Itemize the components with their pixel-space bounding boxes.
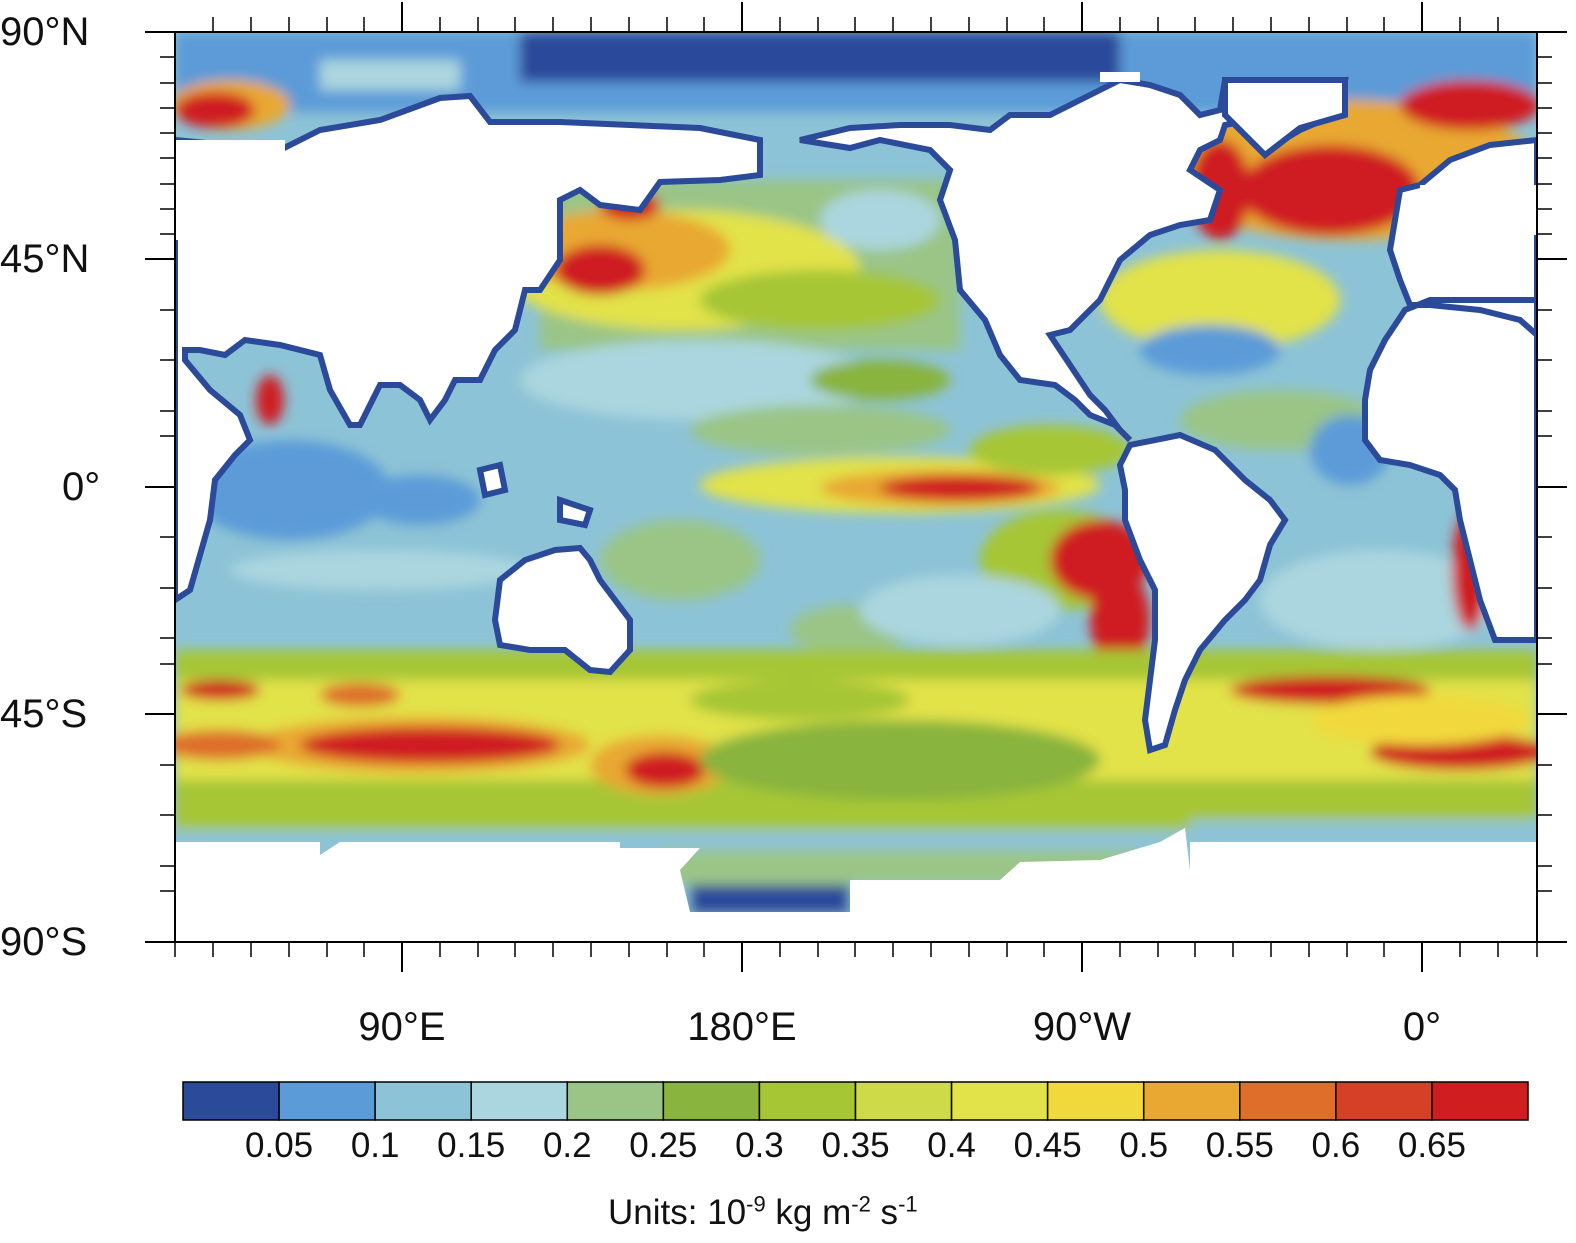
colorbar-swatch: [950, 1081, 1049, 1121]
colorbar-swatch: [182, 1081, 280, 1121]
colorbar-swatch: [278, 1081, 376, 1121]
lat-label-45s: 45°S: [0, 692, 88, 736]
colorbar-tick-label: 0.4: [927, 1126, 976, 1165]
colorbar-swatch: [1142, 1081, 1241, 1121]
lat-label-0: 0°: [62, 465, 101, 509]
lat-label-45n: 45°N: [0, 237, 90, 281]
colorbar-tick-label: 0.1: [350, 1126, 400, 1165]
lon-label-90e: 90°E: [358, 1005, 446, 1049]
colorbar-swatch: [758, 1081, 857, 1121]
colorbar-tick-label: 0.5: [1119, 1126, 1169, 1165]
colorbar-tick-label: 0.6: [1311, 1126, 1361, 1165]
colorbar-swatch: [1046, 1081, 1145, 1121]
colorbar-tick-label: 0.05: [245, 1126, 314, 1165]
colorbar-tick-label: 0.15: [437, 1126, 506, 1165]
colorbar-swatch: [374, 1081, 472, 1121]
lon-label-90w: 90°W: [1032, 1005, 1132, 1049]
lat-ticks: [145, 31, 1567, 943]
lon-label-180e: 180°E: [687, 1005, 797, 1049]
ocean-field: [175, 32, 1537, 942]
lat-label-90n: 90°N: [0, 10, 90, 54]
colorbar-swatch: [1431, 1081, 1529, 1121]
colorbar-swatch: [854, 1081, 953, 1121]
colorbar-swatch: [1239, 1081, 1337, 1121]
colorbar-tick-label: 0.25: [629, 1126, 698, 1165]
colorbar-tick-label: 0.2: [542, 1126, 592, 1165]
lon-ticks: [401, 2, 1423, 972]
lon-label-0: 0°: [1402, 1005, 1442, 1049]
land-masses: [175, 76, 1537, 942]
colorbar-tick-label: 0.65: [1397, 1126, 1466, 1165]
lat-label-90s: 90°S: [0, 920, 88, 964]
colorbar-tick-label: 0.35: [821, 1126, 890, 1165]
colorbar-swatch: [662, 1081, 761, 1121]
units-label: Units: 10-9 kg m-2 s-1: [608, 1191, 918, 1232]
colorbar-swatch: [470, 1081, 569, 1121]
colorbar-tick-label: 0.55: [1205, 1126, 1274, 1165]
colorbar: [182, 1081, 1529, 1121]
colorbar-swatch: [1335, 1081, 1433, 1121]
colorbar-tick-label: 0.45: [1013, 1126, 1082, 1165]
colorbar-swatch: [566, 1081, 665, 1121]
colorbar-tick-label: 0.3: [735, 1126, 784, 1165]
